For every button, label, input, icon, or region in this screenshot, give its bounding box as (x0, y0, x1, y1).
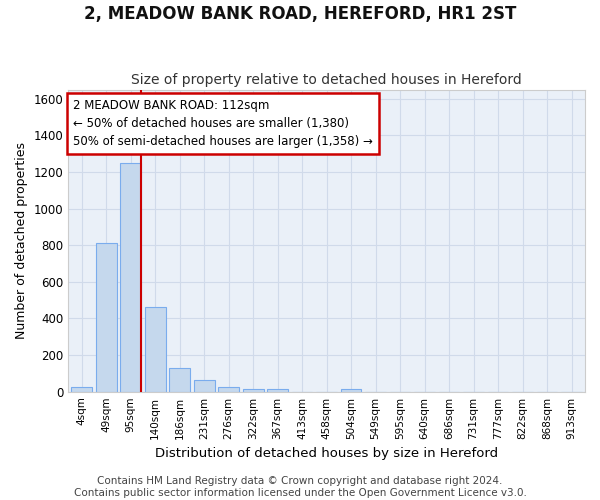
Bar (218, 387, 239, 392)
Y-axis label: Number of detached properties: Number of detached properties (15, 142, 28, 339)
Text: 2, MEADOW BANK ROAD, HEREFORD, HR1 2ST: 2, MEADOW BANK ROAD, HEREFORD, HR1 2ST (84, 5, 516, 23)
Bar (145, 308, 166, 392)
Title: Size of property relative to detached houses in Hereford: Size of property relative to detached ho… (131, 73, 522, 87)
Bar (341, 389, 361, 392)
Bar (169, 368, 190, 392)
Bar (71, 387, 92, 392)
Bar (96, 244, 116, 392)
Bar (194, 380, 215, 392)
Bar (242, 389, 263, 392)
Bar (120, 163, 141, 392)
X-axis label: Distribution of detached houses by size in Hereford: Distribution of detached houses by size … (155, 447, 498, 460)
Text: 2 MEADOW BANK ROAD: 112sqm
← 50% of detached houses are smaller (1,380)
50% of s: 2 MEADOW BANK ROAD: 112sqm ← 50% of deta… (73, 98, 373, 148)
Bar (267, 389, 288, 392)
Text: Contains HM Land Registry data © Crown copyright and database right 2024.
Contai: Contains HM Land Registry data © Crown c… (74, 476, 526, 498)
